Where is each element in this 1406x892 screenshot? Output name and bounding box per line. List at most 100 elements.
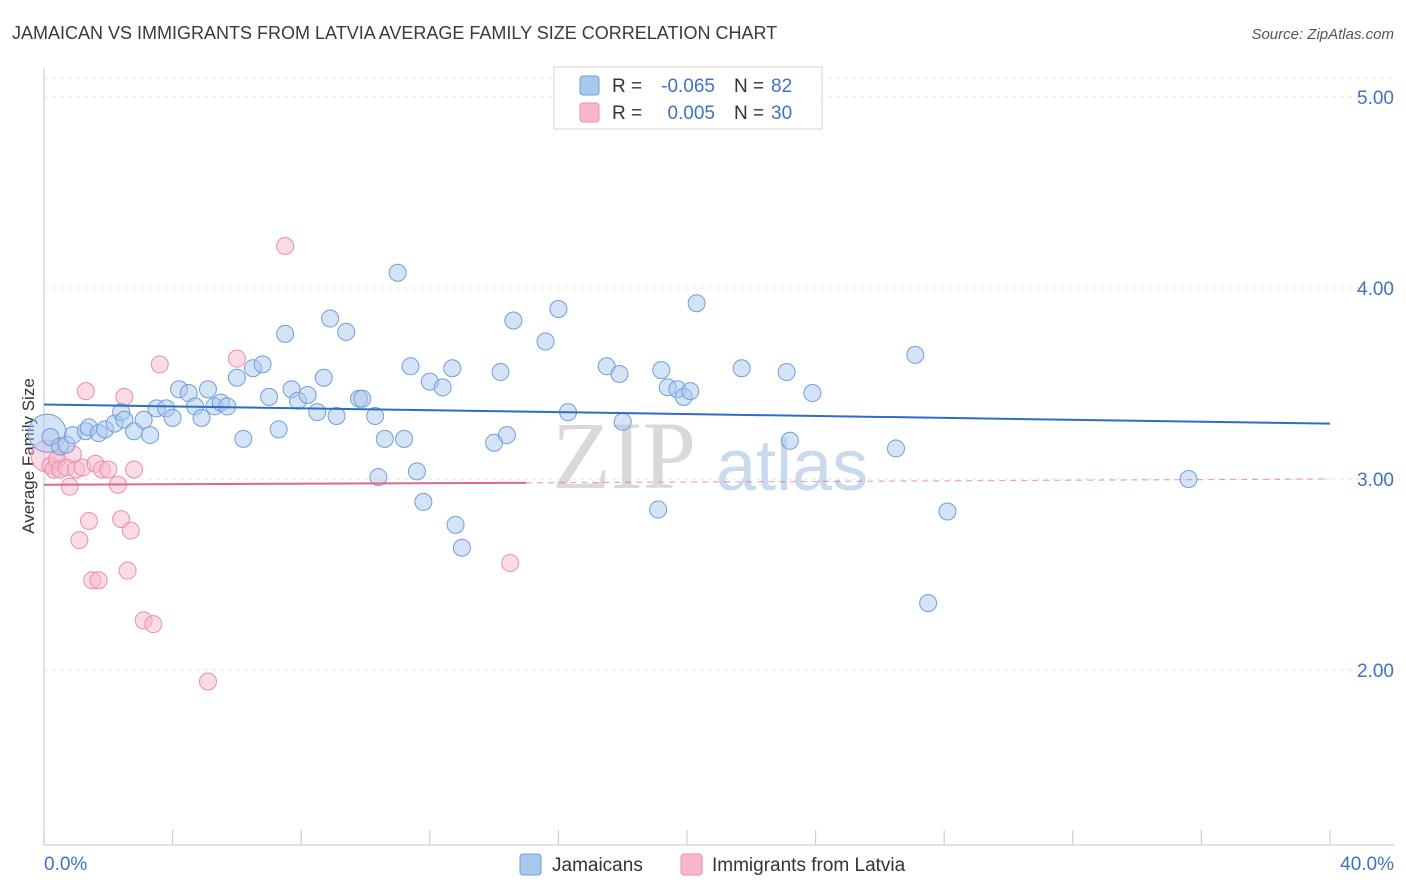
data-point <box>1179 470 1198 488</box>
legend-n-value-2: 30 <box>771 103 792 124</box>
data-point <box>549 300 568 319</box>
data-point <box>198 380 217 399</box>
data-point <box>121 521 140 540</box>
data-point <box>777 363 796 382</box>
legend-n-label-2: N = <box>734 103 764 124</box>
data-point <box>501 554 520 573</box>
data-point <box>327 406 346 425</box>
data-point <box>732 359 751 378</box>
data-point <box>192 408 211 427</box>
data-point <box>906 345 925 364</box>
data-point <box>60 477 79 496</box>
data-point <box>234 429 253 448</box>
data-point <box>269 420 288 439</box>
data-point <box>298 385 317 404</box>
trend-line-latvia <box>43 481 527 486</box>
data-point <box>366 406 385 425</box>
bottom-legend-jamaicans: Jamaicans <box>552 855 643 876</box>
data-point <box>163 408 182 427</box>
data-point <box>198 672 217 691</box>
y-tick-label: 2.00 <box>1357 661 1394 682</box>
data-point <box>414 492 433 511</box>
latvia-points <box>30 236 520 691</box>
data-point <box>407 462 426 481</box>
data-point <box>321 309 340 328</box>
data-point <box>388 263 407 282</box>
data-point <box>452 538 471 557</box>
legend-n-label-1: N = <box>734 76 764 97</box>
legend-r-label-2: R = <box>612 103 642 124</box>
bottom-legend: Jamaicans Immigrants from Latvia <box>519 853 906 876</box>
y-axis-label: Average Family Size <box>19 378 38 534</box>
y-tick-label: 3.00 <box>1357 470 1394 491</box>
legend-swatch-jamaicans <box>579 75 600 96</box>
data-point <box>443 359 462 378</box>
data-point <box>253 355 272 374</box>
x-tick-label-min: 0.0% <box>44 854 87 875</box>
data-point <box>276 236 295 255</box>
data-point <box>276 324 295 343</box>
data-point <box>613 412 632 431</box>
data-point <box>446 515 465 534</box>
data-point <box>938 502 957 521</box>
legend-r-label-1: R = <box>612 76 642 97</box>
data-point <box>227 368 246 387</box>
watermark: ZIP atlas <box>552 402 868 509</box>
data-point <box>99 460 118 479</box>
data-point <box>433 378 452 397</box>
data-point <box>780 431 799 450</box>
data-point <box>353 389 372 408</box>
data-point <box>337 322 356 341</box>
data-point <box>803 384 822 403</box>
data-point <box>144 615 163 634</box>
data-point <box>89 571 108 590</box>
data-point <box>314 368 333 387</box>
legend-r-value-1: -0.065 <box>661 76 715 97</box>
data-point <box>536 332 555 351</box>
stats-legend: R = -0.065 N = 82 R = 0.005 N = 30 <box>553 66 823 130</box>
trend-line-latvia-dashed <box>526 478 1331 484</box>
data-point <box>649 500 668 519</box>
data-point <box>260 387 279 406</box>
data-point <box>115 387 134 406</box>
bottom-legend-swatch-jamaicans <box>519 853 542 876</box>
data-point <box>115 410 134 429</box>
data-point <box>118 561 137 580</box>
data-point <box>141 426 160 445</box>
data-point <box>369 468 388 487</box>
data-point <box>112 510 131 529</box>
bottom-legend-latvia: Immigrants from Latvia <box>712 855 906 876</box>
data-point <box>150 355 169 374</box>
data-point <box>886 439 905 458</box>
legend-swatch-latvia <box>579 102 600 123</box>
data-point <box>491 363 510 382</box>
data-point <box>497 426 516 445</box>
trend-line-jamaicans <box>43 403 1331 425</box>
data-point <box>687 294 706 313</box>
legend-n-value-1: 82 <box>771 76 792 97</box>
y-tick-labels: 2.00 3.00 4.00 5.00 <box>1357 88 1394 682</box>
data-point <box>76 382 95 401</box>
data-point <box>681 382 700 401</box>
data-point <box>134 410 153 429</box>
x-tick-label-max: 40.0% <box>1340 854 1394 875</box>
chart-title: JAMAICAN VS IMMIGRANTS FROM LATVIA AVERA… <box>12 23 777 43</box>
data-point <box>395 429 414 448</box>
bottom-legend-swatch-latvia <box>680 853 703 876</box>
y-tick-label: 5.00 <box>1357 88 1394 109</box>
data-point <box>70 531 89 550</box>
data-point <box>308 403 327 422</box>
data-point <box>227 349 246 368</box>
data-point <box>375 429 394 448</box>
data-point <box>125 460 144 479</box>
y-tick-label: 4.00 <box>1357 279 1394 300</box>
data-point <box>610 364 629 383</box>
data-point <box>652 361 671 380</box>
trend-lines <box>43 403 1331 486</box>
x-ticks <box>43 830 1331 845</box>
legend-r-value-2: 0.005 <box>667 103 715 124</box>
data-point <box>919 594 938 613</box>
chart-source: Source: ZipAtlas.com <box>1251 26 1394 43</box>
data-point <box>401 357 420 376</box>
